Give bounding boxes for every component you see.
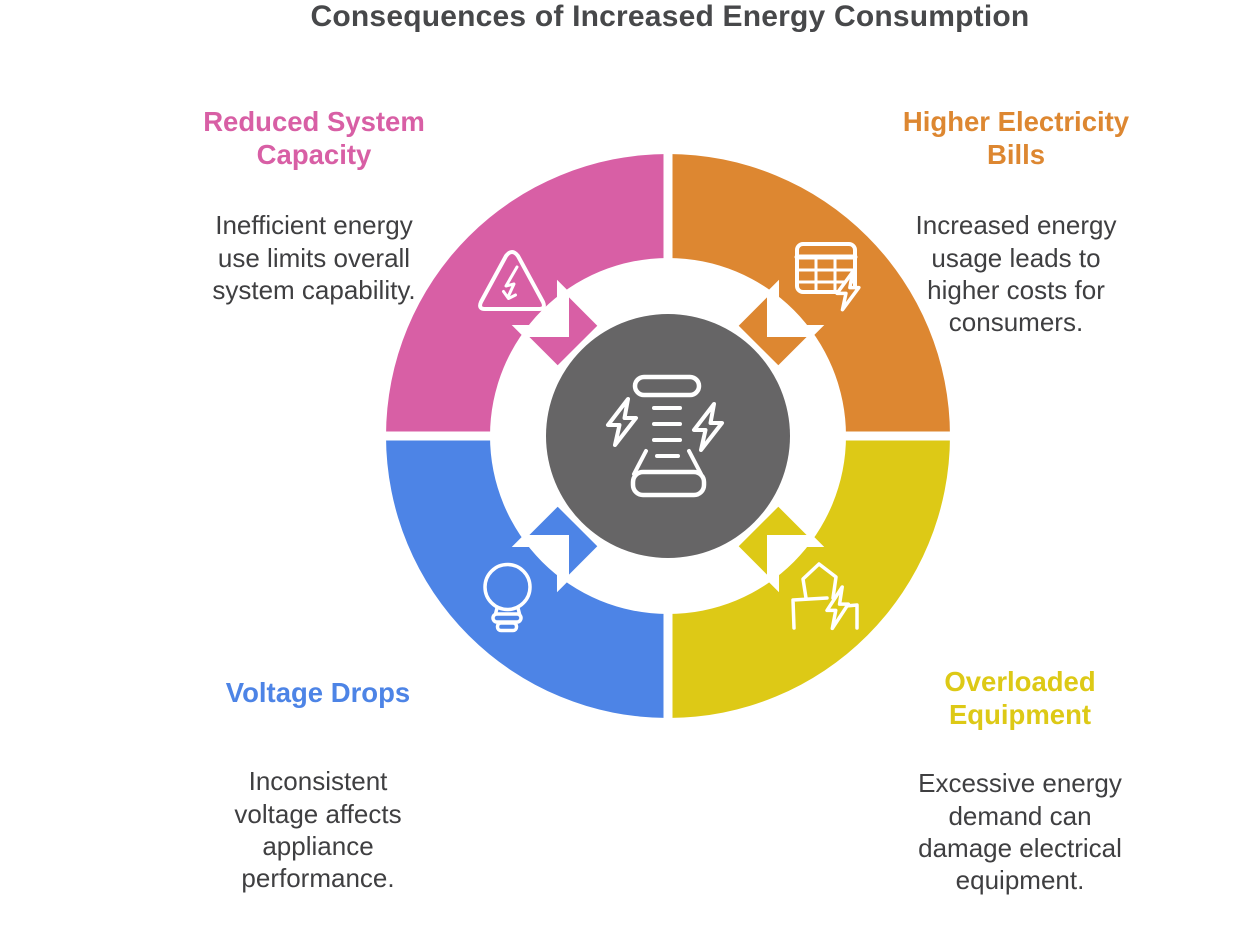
electricity-bill-bolt-icon (794, 242, 861, 312)
section-label-overloaded-equipment: Overloaded Equipment Excessive energy de… (888, 633, 1152, 929)
cycle-diagram (327, 95, 1009, 777)
high-voltage-warning-triangle-icon (478, 250, 546, 311)
section-description: Excessive energy demand can damage elect… (918, 768, 1122, 896)
section-description: Inconsistent voltage affects appliance p… (234, 766, 402, 894)
section-heading: Overloaded Equipment (944, 666, 1096, 731)
cracked-house-bolt-icon (791, 562, 859, 630)
section-label-voltage-drops: Voltage Drops Inconsistent voltage affec… (181, 644, 455, 927)
section-label-higher-electricity-bills: Higher Electricity Bills Increased energ… (880, 73, 1152, 371)
segment-gaps (372, 140, 964, 732)
section-heading: Higher Electricity Bills (902, 106, 1130, 171)
transformer-with-bolts-icon (606, 374, 724, 498)
center-circle (546, 314, 790, 558)
page-title: Consequences of Increased Energy Consump… (310, 0, 1030, 33)
lightbulb-icon (483, 562, 532, 633)
infographic-canvas: Consequences of Increased Energy Consump… (178, 0, 1152, 895)
section-description: Increased energy usage leads to higher c… (915, 210, 1117, 338)
section-label-reduced-system-capacity: Reduced System Capacity Inefficient ener… (178, 73, 450, 338)
section-heading: Voltage Drops (225, 677, 411, 709)
section-heading: Reduced System Capacity (203, 106, 425, 171)
section-description: Inefficient energy use limits overall sy… (212, 210, 416, 305)
